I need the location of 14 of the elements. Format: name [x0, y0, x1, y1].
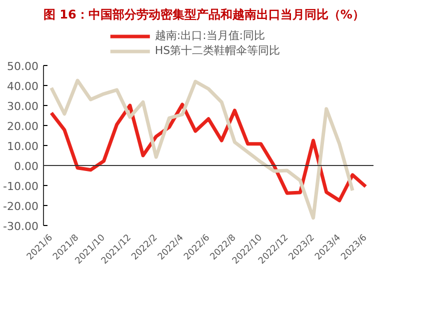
y-tick-label: -10.00	[3, 180, 39, 193]
chart-title: 图 16：中国部分劳动密集型产品和越南出口当月同比（%）	[44, 8, 364, 22]
line-series	[50, 78, 354, 220]
y-tick-label: 40.00	[7, 80, 39, 93]
y-tick-label: 10.00	[7, 140, 39, 153]
y-tick-label: -20.00	[3, 200, 39, 213]
y-tick-label: 0.00	[14, 160, 39, 173]
legend-label: 越南:出口:当月值:同比	[154, 28, 265, 43]
line-series	[50, 102, 368, 202]
y-tick-label: 30.00	[7, 100, 39, 113]
legend-label: HS第十二类鞋帽伞等同比	[154, 43, 280, 58]
y-tick-label: 20.00	[7, 120, 39, 133]
y-tick-label: -30.00	[3, 220, 39, 233]
y-tick-label: 50.00	[7, 60, 39, 73]
